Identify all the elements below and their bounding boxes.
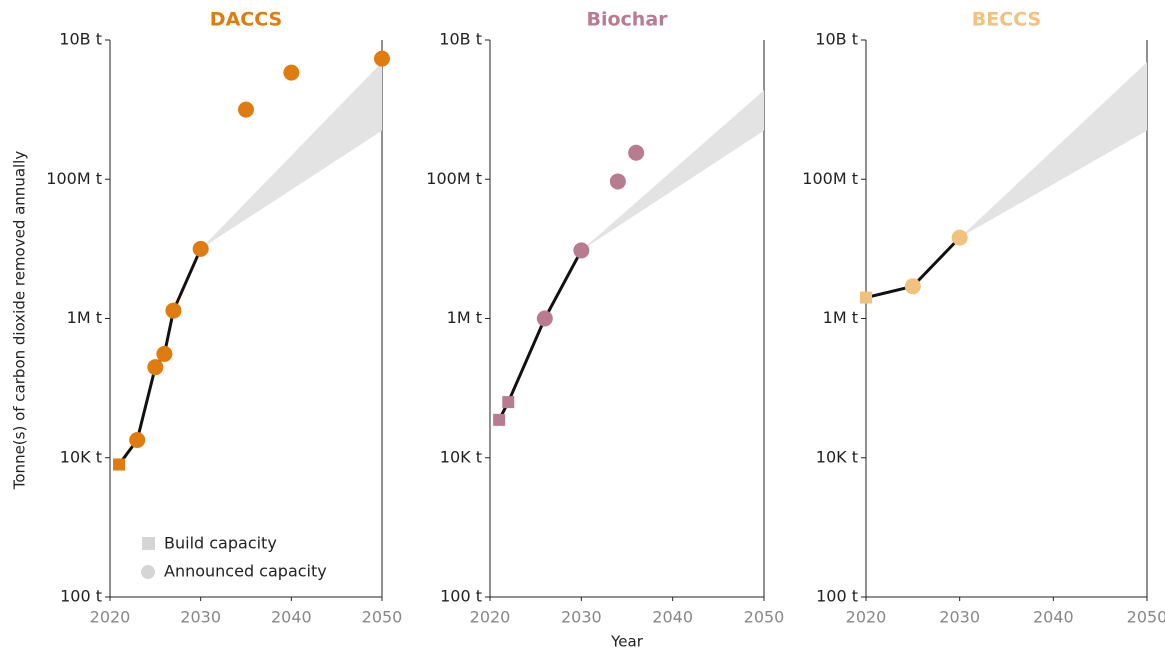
- y-tick-label: 1M t: [67, 308, 102, 327]
- x-tick-label: 2050: [1127, 608, 1165, 627]
- y-tick-label: 10K t: [60, 447, 102, 466]
- announced-marker: [165, 302, 182, 319]
- announced-marker: [283, 64, 300, 81]
- announced-marker: [573, 242, 590, 259]
- y-tick-label: 1M t: [823, 308, 858, 327]
- projection-band: [200, 62, 382, 249]
- panel-title: BECCS: [972, 9, 1041, 31]
- x-tick-label: 2020: [90, 608, 131, 627]
- x-tick-label: 2050: [744, 608, 785, 627]
- x-tick-label: 2040: [1033, 608, 1074, 627]
- x-tick-label: 2040: [271, 608, 312, 627]
- announced-marker: [628, 144, 645, 161]
- announced-marker: [536, 310, 553, 327]
- y-tick-label: 10K t: [816, 447, 858, 466]
- legend-label: Build capacity: [164, 534, 277, 553]
- x-tick-label: 2030: [939, 608, 980, 627]
- panel-title: Biochar: [586, 9, 668, 31]
- y-tick-label: 1M t: [447, 308, 482, 327]
- legend-label: Announced capacity: [164, 562, 327, 581]
- y-tick-label: 100 t: [440, 587, 482, 606]
- x-tick-label: 2040: [652, 608, 693, 627]
- announced-marker: [156, 345, 173, 362]
- y-tick-label: 10K t: [440, 447, 482, 466]
- announced-marker: [192, 240, 209, 257]
- announced-marker: [951, 229, 968, 246]
- trend-line: [497, 249, 583, 421]
- y-tick-label: 10B t: [439, 30, 482, 49]
- projection-band: [581, 90, 764, 251]
- x-tick-label: 2030: [561, 608, 602, 627]
- announced-marker: [147, 359, 164, 376]
- build-marker: [113, 458, 126, 471]
- y-tick-label: 100M t: [46, 169, 102, 188]
- y-axis-label: Tonne(s) of carbon dioxide removed annua…: [11, 151, 29, 491]
- x-tick-label: 2030: [180, 608, 221, 627]
- announced-marker: [129, 431, 146, 448]
- announced-marker: [374, 50, 390, 67]
- y-tick-label: 10B t: [59, 30, 102, 49]
- build-marker: [493, 413, 506, 426]
- announced-marker: [238, 101, 254, 118]
- y-tick-label: 100 t: [60, 587, 102, 606]
- legend-swatch: [142, 537, 155, 550]
- y-tick-label: 10B t: [815, 30, 858, 49]
- x-tick-label: 2050: [362, 608, 403, 627]
- build-marker: [860, 291, 872, 304]
- y-tick-label: 100 t: [816, 587, 858, 606]
- build-marker: [502, 396, 515, 409]
- x-tick-label: 2020: [846, 608, 887, 627]
- y-tick-label: 100M t: [802, 169, 858, 188]
- x-tick-label: 2020: [470, 608, 511, 627]
- announced-marker: [609, 173, 626, 190]
- legend-swatch: [141, 565, 155, 579]
- x-axis-label: Year: [610, 633, 644, 651]
- panel-title: DACCS: [210, 9, 282, 31]
- projection-band: [959, 62, 1147, 238]
- y-tick-label: 100M t: [426, 169, 482, 188]
- announced-marker: [904, 278, 921, 295]
